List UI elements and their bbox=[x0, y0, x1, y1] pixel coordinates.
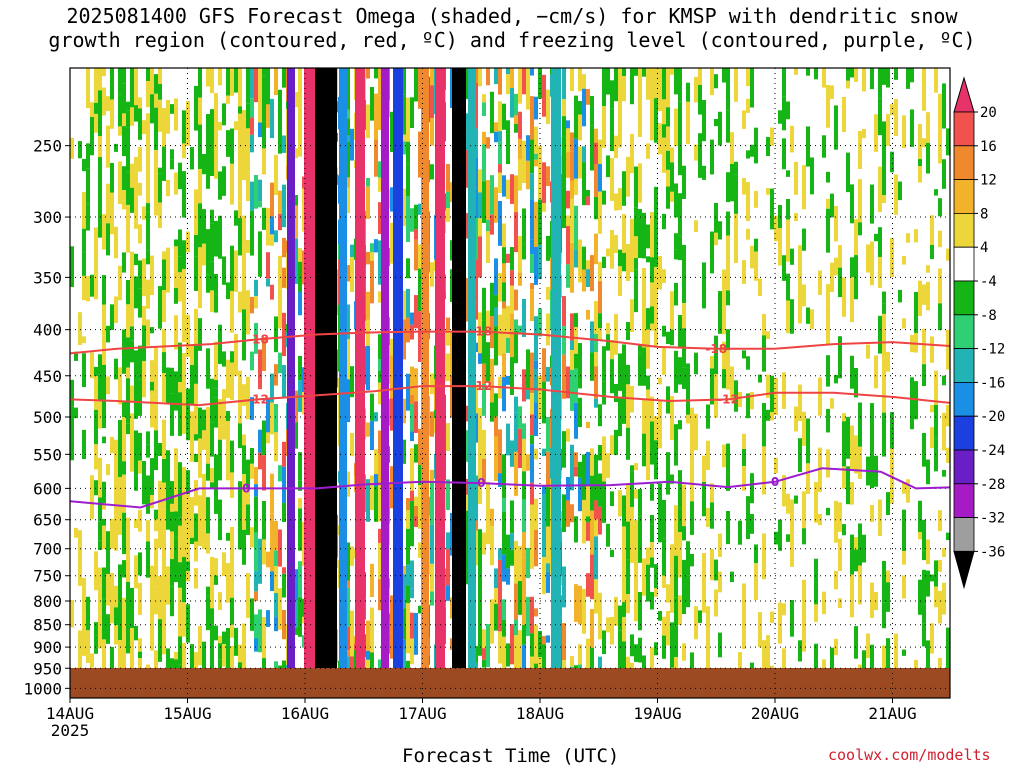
colorbar-tick-label: -28 bbox=[980, 477, 1005, 493]
y-tick-label: 950 bbox=[33, 659, 62, 678]
y-tick-label: 700 bbox=[33, 540, 62, 559]
dendritic-contour bbox=[70, 385, 950, 407]
colorbar-tick-label: -12 bbox=[980, 342, 1005, 358]
x-tick-label: 17AUG bbox=[398, 704, 446, 723]
contour-label: -12 bbox=[247, 392, 269, 406]
contour-label: -18 bbox=[705, 342, 727, 356]
x-tick-label: 20AUG bbox=[751, 704, 799, 723]
colorbar-top-arrow bbox=[953, 76, 975, 113]
colorbar-tick-label: -32 bbox=[980, 511, 1005, 527]
colorbar-segment bbox=[953, 348, 975, 383]
colorbar-tick-label: 8 bbox=[980, 206, 988, 222]
freezing-contour bbox=[70, 467, 950, 509]
y-tick-label: 600 bbox=[33, 479, 62, 498]
y-tick-label: 1000 bbox=[23, 679, 62, 698]
x-tick-year-label: 2025 bbox=[51, 721, 90, 740]
title-line-1: 2025081400 GFS Forecast Omega (shaded, −… bbox=[66, 4, 958, 28]
y-tick-label: 500 bbox=[33, 408, 62, 427]
colorbar-segment bbox=[953, 314, 975, 349]
y-tick-label: 450 bbox=[33, 367, 62, 386]
colorbar-segment bbox=[953, 111, 975, 147]
colorbar-segment bbox=[953, 517, 975, 552]
dendritic-contour bbox=[70, 330, 950, 355]
colorbar-tick-label: 12 bbox=[980, 173, 997, 189]
contour-label: -18 bbox=[470, 325, 492, 339]
y-tick-label: 800 bbox=[33, 592, 62, 611]
contour-label: -12 bbox=[470, 379, 492, 393]
colorbar-segment bbox=[953, 381, 975, 417]
x-tick-label: 16AUG bbox=[281, 704, 329, 723]
y-tick-label: 400 bbox=[33, 321, 62, 340]
y-tick-label: 650 bbox=[33, 511, 62, 530]
colorbar-tick-label: -4 bbox=[980, 274, 997, 290]
colorbar-tick-label: 16 bbox=[980, 139, 997, 155]
x-tick-label: 21AUG bbox=[868, 704, 916, 723]
colorbar-segment bbox=[953, 483, 975, 518]
contour-label: 0 bbox=[242, 481, 250, 495]
y-tick-label: 250 bbox=[33, 137, 62, 156]
y-tick-label: 350 bbox=[33, 268, 62, 287]
colorbar-segment bbox=[953, 246, 975, 282]
colorbar-tick-label: 4 bbox=[980, 240, 988, 256]
x-axis-label: Forecast Time (UTC) bbox=[402, 745, 620, 767]
contour-label: -18 bbox=[247, 332, 269, 346]
contour-label: 0 bbox=[771, 475, 779, 489]
contour-label: -12 bbox=[717, 392, 739, 406]
y-tick-label: 750 bbox=[33, 567, 62, 586]
y-tick-label: 550 bbox=[33, 445, 62, 464]
x-tick-label: 15AUG bbox=[163, 704, 211, 723]
y-tick-label: 900 bbox=[33, 638, 62, 657]
colorbar-tick-label: -24 bbox=[980, 443, 1005, 459]
colorbar-segment bbox=[953, 415, 975, 451]
colorbar-tick-label: -8 bbox=[980, 308, 997, 324]
title-line-2: growth region (contoured, red, ºC) and f… bbox=[48, 28, 976, 52]
credit-link[interactable]: coolwx.com/modelts bbox=[828, 746, 991, 764]
contour-label: 0 bbox=[477, 476, 485, 490]
plot-frame bbox=[69, 67, 951, 699]
x-tick-label: 18AUG bbox=[516, 704, 564, 723]
colorbar-segment bbox=[953, 145, 975, 181]
chart-title: 2025081400 GFS Forecast Omega (shaded, −… bbox=[0, 4, 1024, 52]
colorbar-tick-label: -36 bbox=[980, 544, 1005, 560]
colorbar-tick-label: -16 bbox=[980, 375, 1005, 391]
y-tick-label: 850 bbox=[33, 616, 62, 635]
y-tick-label: 300 bbox=[33, 208, 62, 227]
colorbar-segment bbox=[953, 449, 975, 485]
colorbar-tick-label: -20 bbox=[980, 409, 1005, 425]
x-tick-label: 19AUG bbox=[633, 704, 681, 723]
x-tick-label: 14AUG bbox=[46, 704, 94, 723]
colorbar-bottom-arrow bbox=[953, 550, 975, 590]
colorbar-segment bbox=[953, 280, 975, 316]
colorbar-segment bbox=[953, 212, 975, 248]
colorbar-segment bbox=[953, 179, 975, 214]
colorbar-tick-label: 20 bbox=[980, 105, 997, 121]
ground-band bbox=[70, 668, 950, 698]
